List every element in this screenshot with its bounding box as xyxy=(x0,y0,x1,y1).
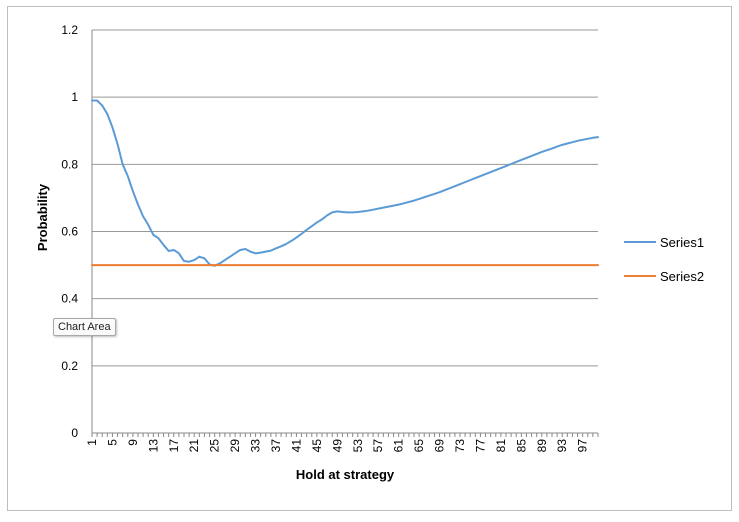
x-tick-label: 61 xyxy=(392,439,406,453)
x-tick-label: 25 xyxy=(208,439,222,453)
legend[interactable]: Series1 Series2 xyxy=(624,235,704,284)
chart-area-tooltip: Chart Area xyxy=(53,318,116,336)
x-tick-label: 93 xyxy=(555,439,569,453)
x-tick-label: 85 xyxy=(514,439,528,453)
x-tick-label: 33 xyxy=(249,439,263,453)
y-tick-label: 1 xyxy=(71,90,78,104)
y-tick-label: 0.4 xyxy=(61,292,78,306)
x-axis-title: Hold at strategy xyxy=(296,467,395,482)
x-tick-label: 73 xyxy=(453,439,467,453)
x-tick-label: 5 xyxy=(105,439,119,446)
x-tick-label: 29 xyxy=(228,439,242,453)
y-axis-title: Probability xyxy=(35,183,50,251)
x-tick-label: 41 xyxy=(289,439,303,453)
x-tick-label: 1 xyxy=(85,439,99,446)
y-tick-label: 0.8 xyxy=(61,157,78,171)
x-tick-label: 13 xyxy=(146,439,160,453)
y-tick-label: 0.2 xyxy=(61,359,78,373)
y-tick-label: 0.6 xyxy=(61,225,78,239)
x-tick-label: 53 xyxy=(351,439,365,453)
x-tick-label: 37 xyxy=(269,439,283,453)
x-tick-label: 81 xyxy=(494,439,508,453)
chart-svg: 00.20.40.60.811.2 1 5 9 13 17 21 25 29 33 37 41 45 4… xyxy=(35,23,704,482)
x-tick-label: 21 xyxy=(187,439,201,453)
x-tick-label: 9 xyxy=(126,439,140,446)
x-tick-label: 45 xyxy=(310,439,324,453)
axes xyxy=(91,30,599,437)
y-tick-label: 1.2 xyxy=(61,23,78,37)
legend-label-1: Series1 xyxy=(660,235,704,250)
legend-label-2: Series2 xyxy=(660,269,704,284)
x-tick-label: 97 xyxy=(576,439,590,453)
x-tick-label: 17 xyxy=(167,439,181,453)
x-tick-label: 69 xyxy=(433,439,447,453)
x-tick-labels: 1 5 9 13 17 21 25 29 33 37 41 45 49 53 57 61 65 69 73 77 81 8… xyxy=(85,439,590,453)
x-tick-label: 49 xyxy=(330,439,344,453)
gridlines xyxy=(92,29,598,367)
x-tick-label: 77 xyxy=(473,439,487,453)
chart-area[interactable]: 0 0.2 0.4 0.6 0.8 1 1.2 1 5 9 13 17 21 25 29 33 37 41 45 4… xyxy=(7,6,732,511)
series-line-1[interactable] xyxy=(91,99,599,267)
plot-area[interactable] xyxy=(91,99,599,267)
y-tick-labels: 0 0.2 0.4 0.6 0.8 1 1.2 xyxy=(61,23,78,440)
y-tick-label: 0 xyxy=(71,426,78,440)
x-tick-label: 57 xyxy=(371,439,385,453)
x-tick-label: 65 xyxy=(412,439,426,453)
x-tick-label: 89 xyxy=(535,439,549,453)
